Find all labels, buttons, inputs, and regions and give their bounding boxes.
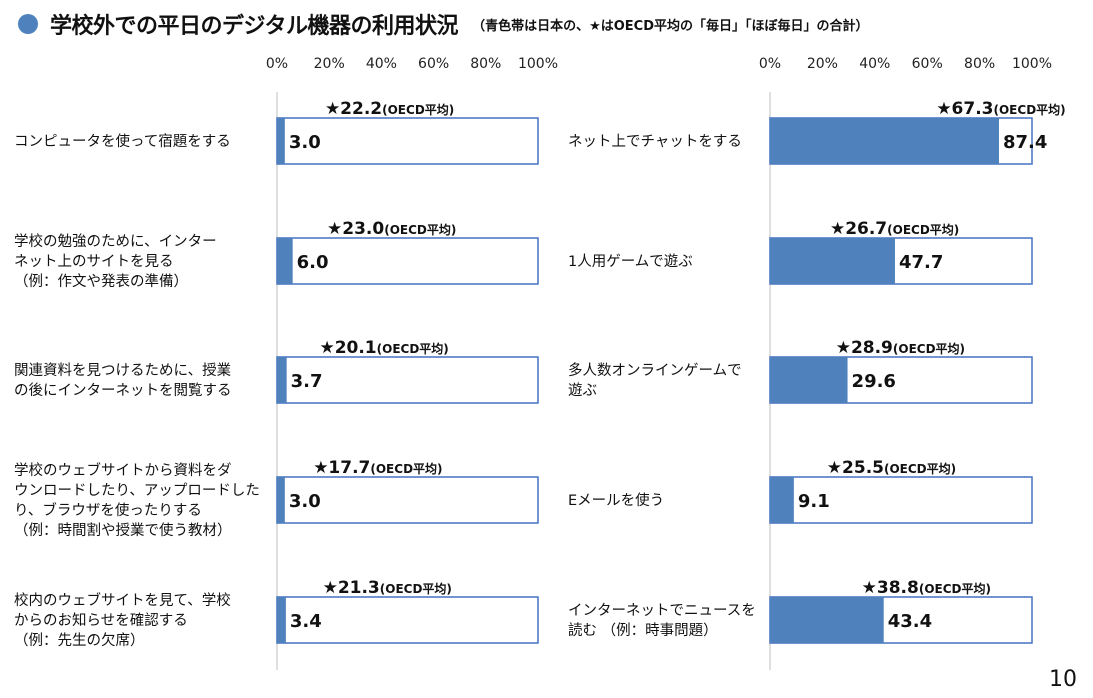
category-label: 関連資料を見つけるために、授業 [14, 362, 231, 379]
category-label: インターネットでニュースを [568, 602, 756, 619]
oecd-label: ★23.0(OECD平均) [327, 219, 456, 239]
oecd-star-value: ★25.5 [827, 458, 884, 478]
x-tick-label: 0% [759, 56, 781, 72]
oecd-label: ★67.3(OECD平均) [936, 99, 1065, 119]
oecd-label: ★25.5(OECD平均) [827, 458, 956, 478]
x-tick-label: 100% [1012, 56, 1052, 72]
x-tick-label: 60% [912, 56, 943, 72]
value-label: 3.0 [289, 491, 321, 512]
oecd-label: ★38.8(OECD平均) [862, 578, 991, 598]
value-label: 3.0 [289, 132, 321, 153]
x-tick-label: 100% [518, 56, 558, 72]
bar-frame [769, 476, 1033, 524]
value-label: 9.1 [798, 491, 830, 512]
category-label: り、ブラウザを使ったりする [14, 501, 202, 519]
category-label: Eメールを使う [568, 492, 664, 509]
chart-subtitle: （青色帯は日本の、★はOECD平均の「毎日」「ほぼ毎日」の合計） [472, 18, 869, 34]
x-tick-label: 40% [366, 56, 397, 72]
oecd-star-value: ★20.1 [319, 338, 376, 358]
oecd-label: ★26.7(OECD平均) [830, 219, 959, 239]
value-label: 3.7 [291, 371, 323, 392]
category-label: 学校の勉強のために、インター [14, 233, 217, 250]
value-bar [277, 477, 285, 523]
oecd-star-value: ★67.3 [936, 99, 993, 119]
value-bar [277, 357, 287, 403]
oecd-suffix: (OECD平均) [893, 341, 965, 356]
value-label: 43.4 [888, 611, 932, 632]
category-label: 多人数オンラインゲームで [568, 362, 742, 379]
value-label: 47.7 [899, 252, 943, 273]
oecd-star-value: ★22.2 [325, 99, 382, 119]
value-label: 3.4 [290, 611, 322, 632]
value-bar [277, 597, 286, 643]
bar-frame [276, 476, 539, 524]
value-label: 29.6 [852, 371, 896, 392]
oecd-label: ★20.1(OECD平均) [319, 338, 448, 358]
category-label: （例：時間割や授業で使う教材） [14, 522, 232, 539]
x-tick-label: 80% [964, 56, 995, 72]
category-label: （例：先生の欠席） [14, 632, 145, 649]
category-label: ネット上でチャットをする [568, 133, 742, 150]
x-tick-label: 60% [418, 56, 449, 72]
value-label: 87.4 [1003, 132, 1047, 153]
oecd-suffix: (OECD平均) [994, 102, 1066, 117]
oecd-star-value: ★38.8 [862, 578, 919, 598]
x-tick-label: 20% [807, 56, 838, 72]
value-bar [770, 597, 884, 643]
x-tick-label: 20% [314, 56, 345, 72]
x-tick-label: 0% [266, 56, 288, 72]
chart-title: 学校外での平日のデジタル機器の利用状況 [50, 14, 459, 39]
oecd-star-value: ★28.9 [836, 338, 893, 358]
oecd-label: ★17.7(OECD平均) [313, 458, 442, 478]
value-bar [770, 357, 848, 403]
value-bar [277, 118, 285, 164]
oecd-suffix: (OECD平均) [380, 581, 452, 596]
category-label: 読む （例：時事問題） [568, 622, 718, 639]
category-label: の後にインターネットを閲覧する [14, 382, 232, 399]
bar-frame [276, 596, 539, 644]
oecd-star-value: ★17.7 [313, 458, 370, 478]
page-number: 10 [1049, 667, 1077, 692]
x-tick-label: 80% [470, 56, 501, 72]
bar-frame [276, 117, 539, 165]
x-tick-label: 40% [859, 56, 890, 72]
category-label: からのお知らせを確認する [14, 612, 188, 629]
oecd-star-value: ★26.7 [830, 219, 887, 239]
oecd-label: ★28.9(OECD平均) [836, 338, 965, 358]
oecd-star-value: ★23.0 [327, 219, 384, 239]
value-bar [770, 477, 794, 523]
value-label: 6.0 [297, 252, 329, 273]
category-label: 校内のウェブサイトを見て、学校 [14, 591, 231, 609]
oecd-suffix: (OECD平均) [370, 461, 442, 476]
value-bar [277, 238, 293, 284]
category-label: （例：作文や発表の準備） [14, 273, 188, 290]
oecd-suffix: (OECD平均) [919, 581, 991, 596]
category-label: 1人用ゲームで遊ぶ [568, 253, 693, 270]
header: 学校外での平日のデジタル機器の利用状況 （青色帯は日本の、★はOECD平均の「毎… [18, 8, 868, 40]
oecd-suffix: (OECD平均) [377, 341, 449, 356]
title-bullet-icon [18, 14, 38, 34]
category-label: コンピュータを使って宿題をする [14, 133, 231, 150]
oecd-label: ★21.3(OECD平均) [323, 578, 452, 598]
oecd-suffix: (OECD平均) [887, 222, 959, 237]
value-bar [770, 238, 895, 284]
oecd-suffix: (OECD平均) [384, 222, 456, 237]
oecd-suffix: (OECD平均) [884, 461, 956, 476]
oecd-suffix: (OECD平均) [382, 102, 454, 117]
oecd-star-value: ★21.3 [323, 578, 380, 598]
category-label: ウンロードしたり、アップロードした [14, 482, 260, 499]
bar-frame [276, 356, 539, 404]
value-bar [770, 118, 999, 164]
oecd-label: ★22.2(OECD平均) [325, 99, 454, 119]
bar-frame [276, 237, 539, 285]
category-label: 遊ぶ [568, 382, 597, 399]
category-label: ネット上のサイトを見る [14, 253, 174, 270]
category-label: 学校のウェブサイトから資料をダ [14, 461, 232, 479]
